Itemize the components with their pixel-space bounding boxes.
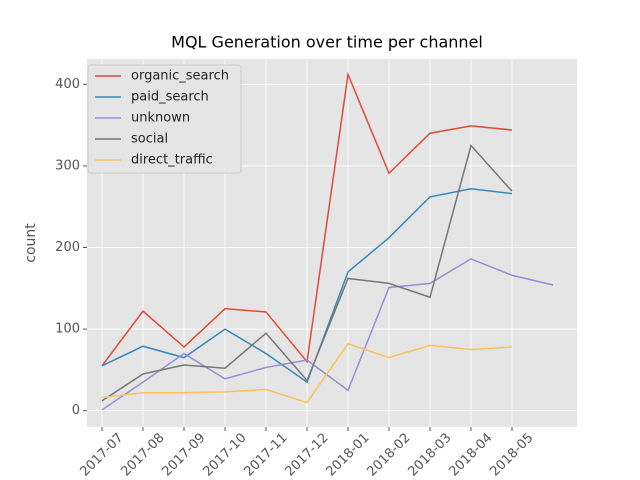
x-tick-label: 2018-04 <box>446 430 495 479</box>
legend-label: organic_search <box>131 69 229 84</box>
x-tick-label: 2018-05 <box>487 430 536 479</box>
series-line <box>101 258 554 411</box>
legend-label: direct_traffic <box>131 153 213 168</box>
x-tick-label: 2017-07 <box>77 430 126 479</box>
x-tick-label: 2017-09 <box>159 430 208 479</box>
legend-label: paid_search <box>131 90 209 105</box>
series-line <box>101 71 513 367</box>
y-tick-label: 300 <box>55 158 80 173</box>
y-tick-label: 400 <box>55 77 80 92</box>
legend-box <box>87 64 242 174</box>
x-tick-label: 2018-01 <box>323 430 372 479</box>
x-tick-label: 2018-02 <box>364 430 413 479</box>
legend-label: unknown <box>131 111 190 126</box>
series-line <box>101 143 513 402</box>
series-line <box>101 342 513 404</box>
y-tick-label: 200 <box>55 240 80 255</box>
y-tick-label: 0 <box>72 403 80 418</box>
chart-title: MQL Generation over time per channel <box>171 33 483 52</box>
legend-label: social <box>131 132 168 147</box>
series-line <box>101 187 513 384</box>
y-tick-label: 100 <box>55 322 80 337</box>
y-axis-label: count <box>23 223 39 263</box>
x-tick-label: 2017-08 <box>118 430 167 479</box>
x-tick-label: 2017-12 <box>282 430 331 479</box>
x-tick-label: 2018-03 <box>405 430 454 479</box>
x-tick-label: 2017-10 <box>200 430 249 479</box>
x-tick-label: 2017-11 <box>241 430 290 479</box>
